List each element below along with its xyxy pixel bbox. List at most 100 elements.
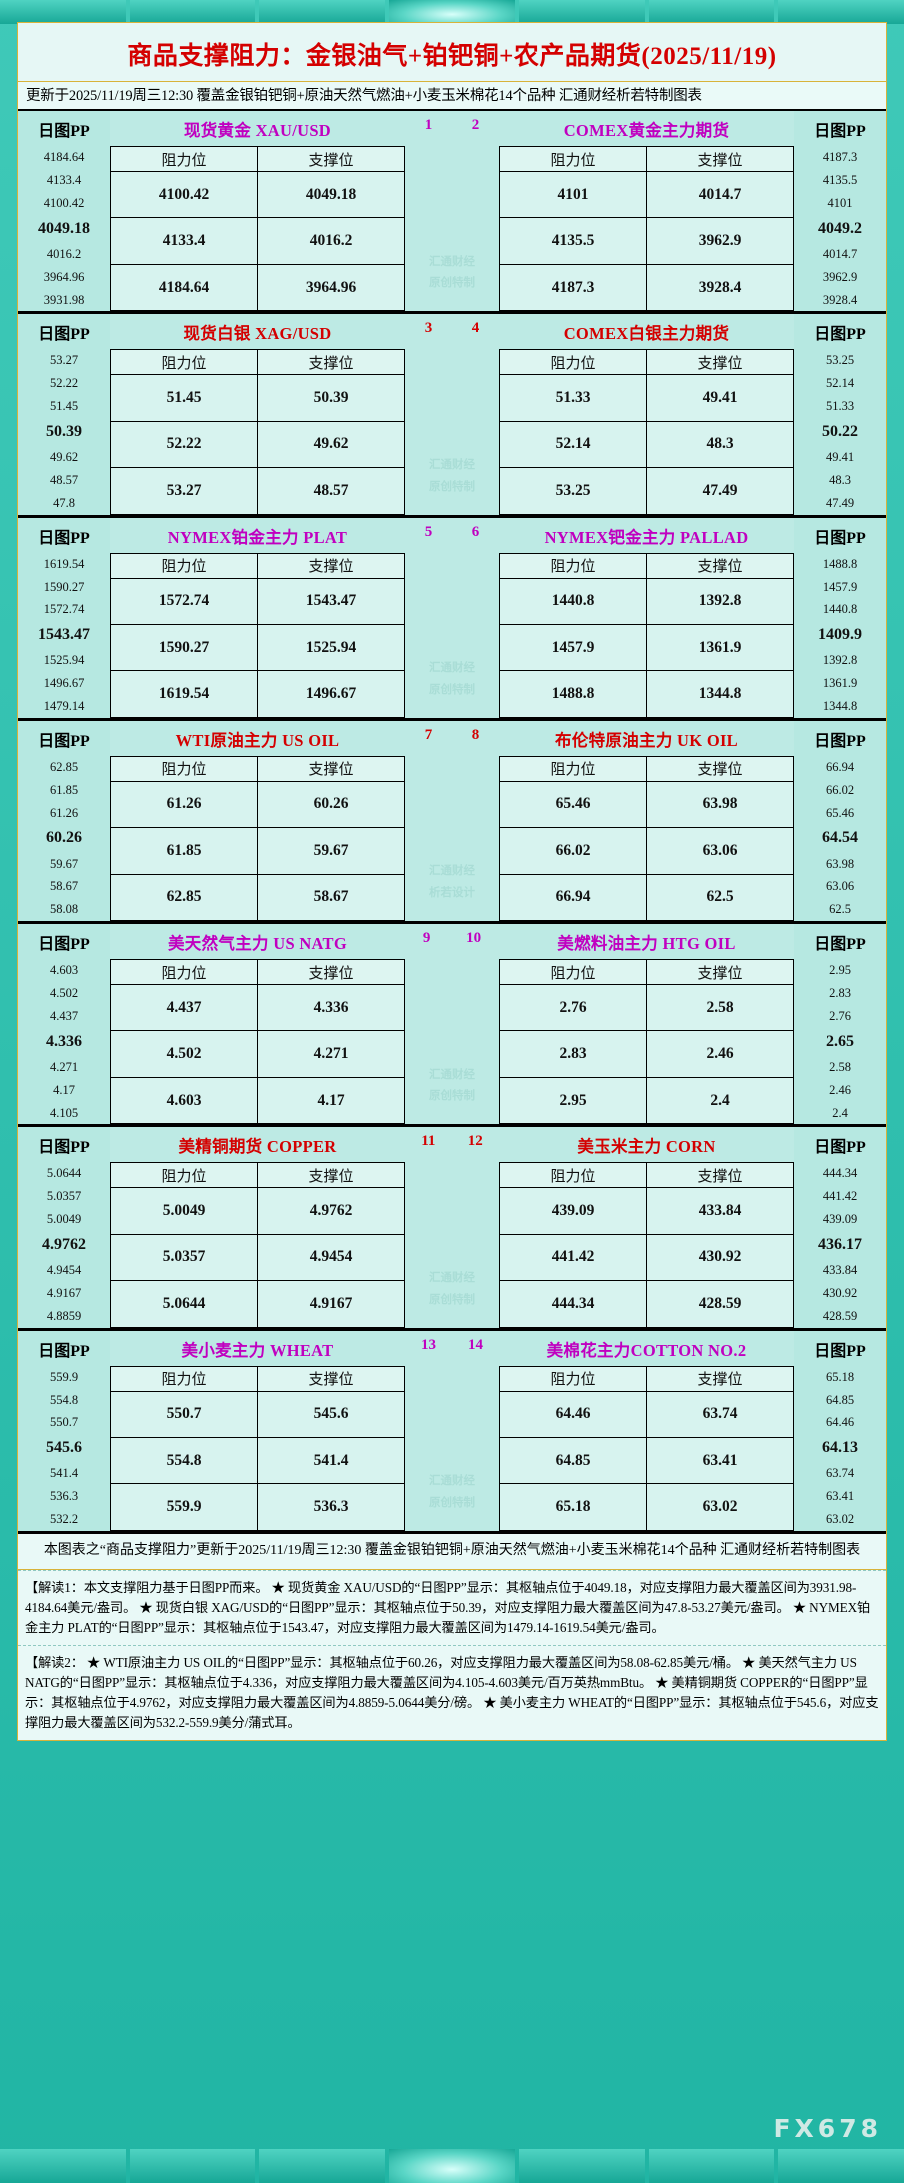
block-index-badges: 1 2 <box>405 111 499 139</box>
pp-value: 444.34 <box>822 1166 858 1181</box>
support-cell: 536.3 <box>258 1484 405 1531</box>
block-center-column: 9 10 汇通财经 原创特制 <box>405 924 499 1125</box>
col-header-support: 支撑位 <box>258 553 405 579</box>
support-cell: 1525.94 <box>258 624 405 672</box>
pp-header: 日图PP <box>814 936 866 953</box>
watermark-line-2: 原创特制 <box>429 480 475 493</box>
support-cell: 4049.18 <box>258 172 405 219</box>
col-header-support: 支撑位 <box>647 1163 794 1189</box>
support-cell: 60.26 <box>258 781 405 829</box>
pp-value: 1479.14 <box>43 699 85 714</box>
pp-value: 58.08 <box>49 902 79 917</box>
badge-right: 6 <box>471 523 480 540</box>
decor-tile <box>0 0 126 24</box>
pp-value: 53.25 <box>825 353 855 368</box>
pp-ladder-left: 日图PP 53.27 52.22 51.45 50.39 49.62 48.57 47.8 <box>18 314 110 515</box>
center-watermark: 汇通财经 原创特制 <box>429 455 475 499</box>
pp-value: 65.18 <box>825 1369 855 1384</box>
pp-list: 444.34 441.42 439.09 436.17 433.84 430.92 428.… <box>794 1162 886 1327</box>
resistance-cell: 4133.4 <box>111 218 258 265</box>
pp-header: 日图PP <box>38 529 90 547</box>
resistance-cell: 5.0357 <box>111 1234 258 1282</box>
resistance-cell: 64.85 <box>500 1437 647 1485</box>
pp-value: 1392.8 <box>822 653 858 668</box>
pp-value: 1409.9 <box>818 626 862 644</box>
pp-value: 50.22 <box>822 422 858 440</box>
center-watermark: 汇通财经 原创特制 <box>429 1065 475 1109</box>
center-watermark: 汇通财经 原创特制 <box>429 252 475 296</box>
pp-value: 62.85 <box>49 759 79 774</box>
resistance-cell: 1590.27 <box>111 624 258 672</box>
support-cell: 62.5 <box>647 874 794 921</box>
instrument-block: 日图PP 5.0644 5.0357 5.0049 4.9762 4.9454 4.916… <box>18 1124 886 1328</box>
pp-value: 4.9167 <box>46 1285 82 1300</box>
support-cell: 63.41 <box>647 1437 794 1485</box>
pp-list: 4.603 4.502 4.437 4.336 4.271 4.17 4.105 <box>18 959 110 1124</box>
support-cell: 49.62 <box>258 421 405 469</box>
pp-value: 1457.9 <box>822 579 858 594</box>
levels-table: 阻力位 支撑位 4100.42 4049.18 4133.4 4016.2 4184.… <box>110 146 405 312</box>
support-cell: 4.9167 <box>258 1281 405 1328</box>
col-header-support: 支撑位 <box>258 350 405 376</box>
resistance-cell: 53.25 <box>500 468 647 515</box>
pp-header: 日图PP <box>814 123 866 140</box>
col-header-support: 支撑位 <box>258 147 405 172</box>
pp-value: 4187.3 <box>822 150 858 165</box>
resistance-cell: 4100.42 <box>111 172 258 219</box>
support-cell: 4.17 <box>258 1077 405 1125</box>
pp-header: 日图PP <box>38 732 90 750</box>
pp-value: 4184.64 <box>43 150 85 165</box>
pp-value: 4.336 <box>46 1032 82 1050</box>
col-header-resistance: 阻力位 <box>111 960 258 985</box>
block-center-column: 1 2 汇通财经 原创特制 <box>405 111 499 312</box>
support-cell: 4.9454 <box>258 1234 405 1282</box>
watermark-line-1: 汇通财经 <box>429 458 475 471</box>
pp-value: 4.8859 <box>46 1308 82 1323</box>
decor-strip-top <box>0 0 904 24</box>
resistance-cell: 439.09 <box>500 1188 647 1235</box>
pp-value: 439.09 <box>822 1212 858 1227</box>
pp-value: 4.271 <box>49 1059 79 1074</box>
pp-value: 428.59 <box>822 1308 858 1323</box>
pp-ladder-right: 日图PP 2.95 2.83 2.76 2.65 2.58 2.46 2.4 <box>794 924 886 1125</box>
instrument-block: 日图PP 559.9 554.8 550.7 545.6 541.4 536.3 532.2… <box>18 1327 886 1531</box>
pp-value: 61.85 <box>49 782 79 797</box>
pp-value: 1344.8 <box>822 699 858 714</box>
pp-value: 4135.5 <box>822 173 858 188</box>
decor-tile <box>259 0 386 24</box>
pp-header: 日图PP <box>38 326 90 344</box>
col-header-resistance: 阻力位 <box>500 756 647 782</box>
pp-value: 4.9762 <box>42 1235 86 1253</box>
pp-value: 62.5 <box>829 902 851 917</box>
footer-read-1: 【解读1：本文支撑阻力基于日图PP而来。 ★ 现货黄金 XAU/USD的“日图P… <box>18 1570 886 1646</box>
levels-table: 阻力位 支撑位 1572.74 1543.47 1590.27 1525.94 161… <box>110 552 405 718</box>
pp-value: 47.49 <box>825 495 855 510</box>
support-cell: 63.74 <box>647 1391 794 1438</box>
decor-tile <box>648 2149 775 2183</box>
pp-value: 64.46 <box>825 1415 855 1430</box>
decor-tile-glow <box>389 2149 515 2183</box>
support-cell: 58.67 <box>258 874 405 921</box>
levels-table: 阻力位 支撑位 550.7 545.6 554.8 541.4 559.9 536.3 <box>110 1365 405 1531</box>
instrument-name: 美燃料油主力 HTG OIL <box>557 934 736 953</box>
pp-value: 436.17 <box>818 1235 862 1253</box>
block-index-badges: 11 12 <box>405 1127 499 1155</box>
pp-value: 63.41 <box>825 1489 855 1504</box>
badge-right: 14 <box>468 1336 483 1353</box>
levels-table: 阻力位 支撑位 61.26 60.26 61.85 59.67 62.85 58.67 <box>110 755 405 921</box>
pp-value: 2.46 <box>829 1082 851 1097</box>
instrument-name: WTI原油主力 US OIL <box>175 730 340 750</box>
footer-note: 本图表之“商品支撑阻力”更新于2025/11/19周三12:30 覆盖金银铂钯铜… <box>18 1530 886 1571</box>
badge-left: 5 <box>424 523 433 540</box>
decor-tile-glow <box>389 0 515 24</box>
instrument-name: 现货黄金 XAU/USD <box>183 121 332 140</box>
support-cell: 4.336 <box>258 985 405 1032</box>
support-cell: 4.9762 <box>258 1188 405 1235</box>
resistance-cell: 65.46 <box>500 781 647 829</box>
instrument-panel-right: 布伦特原油主力 UK OIL 阻力位 支撑位 65.46 63.98 66.02 6… <box>499 721 794 921</box>
badge-right: 12 <box>467 1133 483 1150</box>
levels-table: 阻力位 支撑位 5.0049 4.9762 5.0357 4.9454 5.0644 … <box>110 1162 405 1328</box>
support-cell: 4.271 <box>258 1031 405 1078</box>
pp-list: 66.94 66.02 65.46 64.54 63.98 63.06 62.5 <box>794 756 886 921</box>
pp-list: 2.95 2.83 2.76 2.65 2.58 2.46 2.4 <box>794 959 886 1124</box>
